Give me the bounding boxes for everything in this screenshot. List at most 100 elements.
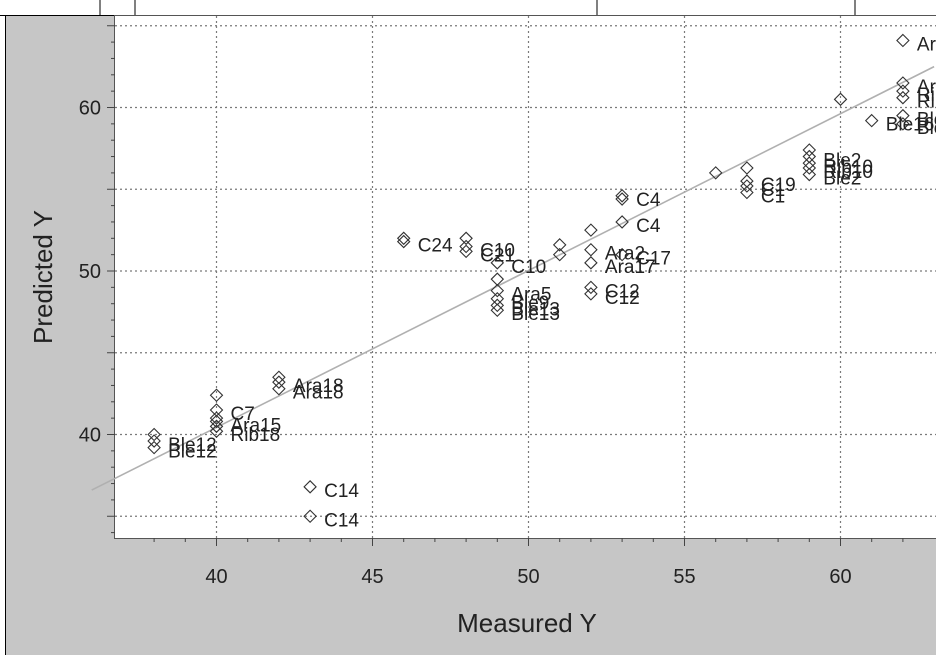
data-point [615, 215, 629, 229]
data-point [303, 480, 317, 494]
data-label: C14 [324, 481, 359, 502]
data-label: Ble4 [917, 118, 936, 139]
data-label: C19 [761, 175, 796, 196]
data-label: Ble2 [823, 169, 861, 190]
data-point [459, 244, 473, 259]
data-point [896, 76, 910, 90]
x-tick-label: 60 [829, 566, 851, 588]
data-label: Ara17 [605, 257, 656, 278]
data-point [896, 90, 910, 105]
y-tick-label: 40 [79, 425, 101, 447]
data-label: Ble12 [168, 442, 217, 463]
data-label: Ara10 [917, 34, 936, 55]
data-label: Ble9 [511, 293, 549, 314]
x-tick-label: 50 [517, 566, 539, 588]
data-point [147, 427, 161, 442]
data-point [740, 185, 754, 200]
data-point [740, 161, 754, 175]
data-point [896, 108, 910, 123]
data-point [802, 167, 817, 182]
data-point [584, 280, 598, 295]
data-label: Rib10 [823, 162, 873, 183]
data-label: C4 [636, 216, 661, 237]
data-label: Rib7 [917, 85, 936, 106]
data-label: C10 [480, 240, 515, 261]
regression-line-group [91, 65, 935, 491]
data-label: Ara18 [293, 383, 344, 404]
data-points [147, 33, 910, 524]
data-point [303, 509, 317, 524]
data-point [209, 419, 224, 434]
data-label: C12 [605, 288, 640, 309]
data-point [490, 298, 505, 313]
data-label: Ble16 [886, 115, 935, 136]
data-point [552, 238, 567, 252]
data-label: Ble2 [823, 151, 861, 172]
x-tick-label: 40 [205, 566, 227, 588]
data-point [490, 256, 505, 270]
data-point [272, 381, 286, 396]
data-point [584, 287, 598, 301]
data-point [864, 113, 879, 128]
data-label: C14 [324, 510, 359, 531]
data-label: Ara2 [605, 244, 645, 265]
data-point [615, 189, 629, 203]
data-label: Ara15 [231, 415, 282, 436]
data-label: Rib10 [823, 157, 873, 178]
data-point [896, 84, 910, 98]
data-point [552, 247, 567, 262]
data-label: Rib18 [231, 425, 281, 446]
data-point [584, 256, 598, 270]
data-label: C12 [605, 281, 640, 302]
data-point [490, 283, 505, 298]
data-label: C10 [511, 257, 546, 278]
data-label: C7 [231, 404, 255, 425]
data-point [396, 234, 411, 249]
plot-area [114, 15, 936, 539]
y-axis-title: Predicted Y [28, 210, 58, 344]
x-axis: 40 45 50 55 60 [153, 538, 904, 588]
data-point [584, 223, 598, 237]
data-point [615, 192, 629, 206]
data-point [209, 424, 224, 439]
data-point [740, 179, 754, 193]
data-point [147, 434, 161, 448]
data-point [802, 161, 817, 175]
y-tick-label: 60 [79, 98, 101, 120]
x-tick-label: 55 [673, 566, 695, 588]
data-label: C21 [480, 245, 515, 266]
data-point [272, 375, 286, 389]
data-label: Ble4 [917, 110, 936, 131]
y-axis: 40 50 60 [79, 25, 115, 534]
data-point [896, 117, 910, 131]
data-point [209, 388, 224, 403]
data-label: C1 [761, 187, 785, 208]
x-axis-title: Measured Y [457, 608, 597, 638]
data-label: Ble13 [511, 299, 560, 320]
data-point [615, 247, 629, 262]
data-label: C1 [761, 180, 785, 201]
data-point [896, 33, 910, 48]
grid [115, 16, 936, 538]
data-point [209, 414, 224, 429]
data-label: C24 [418, 236, 453, 257]
data-point [584, 242, 598, 257]
data-label: Rib7 [917, 92, 936, 113]
data-label: Ara7 [917, 77, 936, 98]
data-label: Ara5 [511, 285, 551, 306]
data-point [490, 303, 505, 318]
data-label: C4 [636, 190, 661, 211]
data-label: Ara18 [293, 376, 344, 397]
data-point [209, 411, 224, 425]
data-label: Ble13 [511, 304, 560, 325]
data-point [396, 231, 411, 246]
data-point [459, 231, 473, 246]
regression-line [91, 65, 935, 491]
data-label: Ble12 [168, 435, 217, 456]
data-point [147, 440, 161, 455]
y-tick-label: 50 [79, 261, 101, 283]
data-point [459, 239, 473, 254]
